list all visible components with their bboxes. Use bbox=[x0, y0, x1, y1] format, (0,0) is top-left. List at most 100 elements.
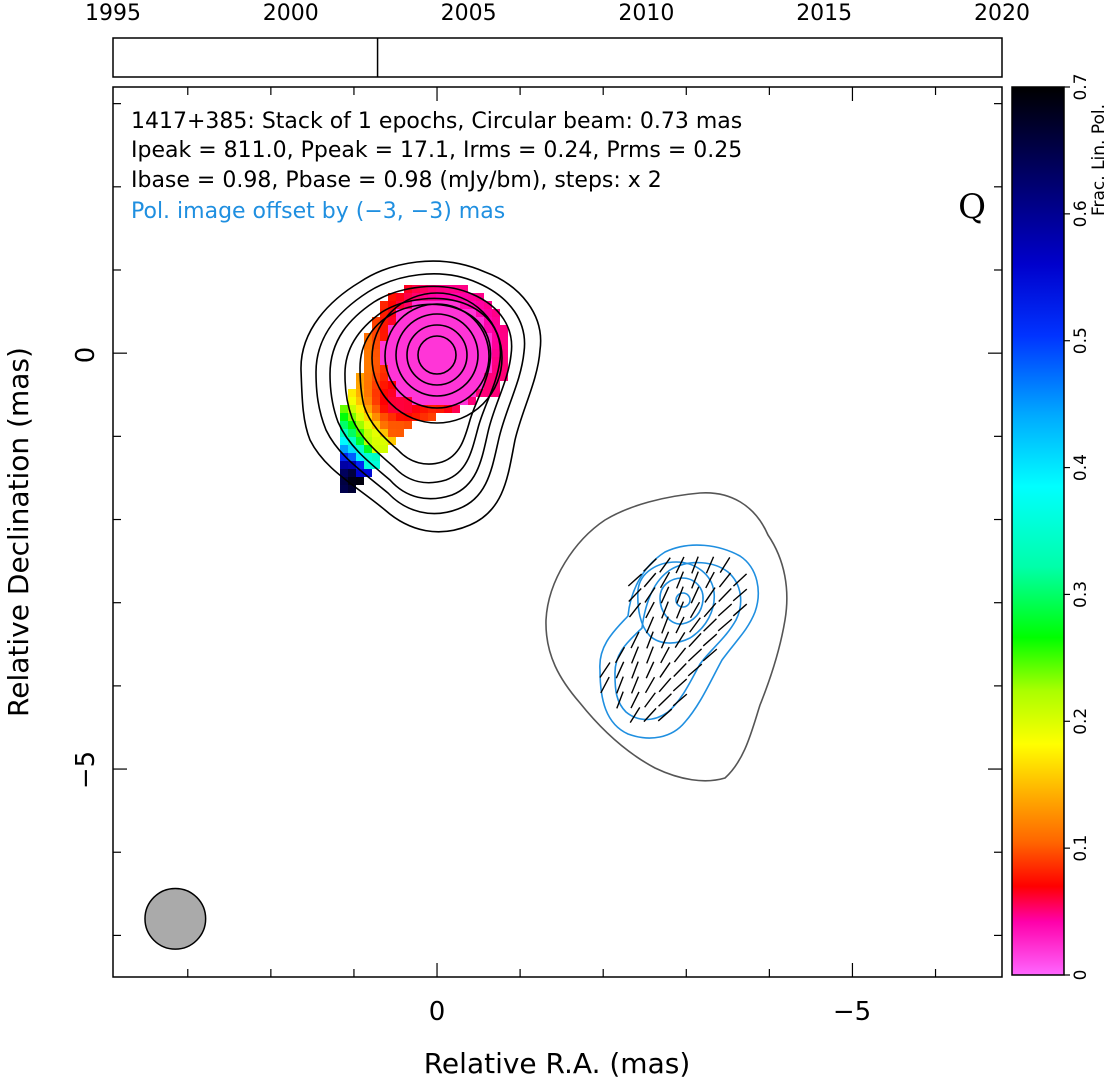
evpa-vectors bbox=[599, 556, 748, 723]
evpa-tick bbox=[719, 557, 731, 573]
fracpol-pixel bbox=[340, 485, 348, 493]
fracpol-pixel bbox=[356, 389, 364, 397]
colorbar-tick-label: 0.4 bbox=[1071, 454, 1091, 481]
fracpol-pixel bbox=[420, 381, 428, 389]
evpa-tick bbox=[702, 633, 718, 647]
fracpol-pixel bbox=[428, 325, 436, 333]
evpa-tick bbox=[675, 616, 685, 634]
fracpol-pixel bbox=[412, 405, 420, 413]
i-contour bbox=[359, 303, 492, 465]
fracpol-pixel bbox=[428, 389, 436, 397]
fracpol-pixel bbox=[444, 285, 452, 293]
fracpol-pixel bbox=[364, 453, 372, 461]
fracpol-pixel bbox=[364, 365, 372, 373]
fracpol-pixel bbox=[428, 357, 436, 365]
fracpol-pixel bbox=[340, 437, 348, 445]
fracpol-pixel bbox=[372, 453, 380, 461]
fracpol-pixel bbox=[428, 397, 436, 405]
fracpol-pixel bbox=[364, 421, 372, 429]
fracpol-pixel bbox=[484, 373, 492, 381]
fracpol-pixel bbox=[412, 349, 420, 357]
evpa-tick bbox=[644, 587, 656, 603]
evpa-tick bbox=[703, 618, 717, 632]
evpa-tick bbox=[674, 632, 686, 648]
fracpol-pixel bbox=[396, 349, 404, 357]
evpa-tick bbox=[628, 588, 642, 602]
fracpol-pixel bbox=[500, 357, 508, 365]
fracpol-pixel bbox=[372, 429, 380, 437]
evpa-tick bbox=[659, 557, 671, 573]
fracpol-pixel bbox=[420, 341, 428, 349]
fracpol-pixel bbox=[452, 397, 460, 405]
quality-label: Q bbox=[958, 187, 986, 227]
pol-contour bbox=[637, 561, 715, 644]
evpa-tick bbox=[659, 662, 671, 678]
fracpol-pixel bbox=[364, 445, 372, 453]
evpa-tick bbox=[705, 571, 715, 589]
fracpol-pixel bbox=[476, 325, 484, 333]
fracpol-pixel bbox=[460, 317, 468, 325]
fracpol-pixel bbox=[372, 365, 380, 373]
fracpol-pixel bbox=[372, 357, 380, 365]
fracpol-pixel bbox=[500, 341, 508, 349]
fracpol-pixel bbox=[388, 293, 396, 301]
evpa-tick bbox=[690, 586, 700, 604]
fracpol-pixel bbox=[380, 437, 388, 445]
y-tick-label-0: 0 bbox=[71, 347, 101, 364]
fracpol-pixel bbox=[380, 301, 388, 309]
fracpol-pixel bbox=[388, 381, 396, 389]
fracpol-pixel bbox=[380, 365, 388, 373]
fracpol-pixel bbox=[468, 333, 476, 341]
fracpol-pixel bbox=[404, 349, 412, 357]
fracpol-pixel bbox=[364, 429, 372, 437]
fracpol-pixel bbox=[436, 373, 444, 381]
evpa-tick bbox=[643, 572, 657, 588]
fracpol-pixel bbox=[444, 365, 452, 373]
colorbar-tick-label: 0.3 bbox=[1071, 581, 1091, 608]
fracpol-pixel bbox=[388, 341, 396, 349]
fracpol-pixel bbox=[412, 381, 420, 389]
fracpol-pixel bbox=[364, 373, 372, 381]
fracpol-pixel bbox=[476, 341, 484, 349]
fracpol-pixel bbox=[372, 461, 380, 469]
evpa-tick bbox=[645, 601, 655, 619]
fracpol-pixel bbox=[476, 357, 484, 365]
beam-ellipse bbox=[144, 887, 207, 950]
fracpol-pixel bbox=[340, 469, 348, 477]
evpa-tick bbox=[631, 661, 639, 679]
evpa-tick bbox=[645, 661, 655, 679]
fracpol-pixel bbox=[372, 381, 380, 389]
fracpol-pixel bbox=[372, 325, 380, 333]
evpa-tick bbox=[717, 603, 733, 617]
fracpol-pixel bbox=[380, 429, 388, 437]
fracpol-pixel bbox=[460, 341, 468, 349]
fracpol-pixel bbox=[436, 285, 444, 293]
fracpol-pixel bbox=[460, 301, 468, 309]
evpa-tick bbox=[644, 676, 656, 694]
evpa-tick bbox=[689, 617, 701, 633]
fracpol-pixel bbox=[396, 341, 404, 349]
fracpol-pixel bbox=[388, 421, 396, 429]
timeline-box bbox=[112, 37, 1003, 78]
fracpol-pixel bbox=[436, 405, 444, 413]
fracpol-pixel bbox=[340, 453, 348, 461]
evpa-tick bbox=[630, 631, 640, 649]
fracpol-pixel bbox=[428, 309, 436, 317]
fracpol-pixel bbox=[484, 309, 492, 317]
fracpol-pixel bbox=[484, 389, 492, 397]
fracpol-pixel bbox=[348, 405, 356, 413]
fracpol-pixel bbox=[348, 477, 356, 485]
annotation-line-2: Ipeak = 811.0, Ppeak = 17.1, Irms = 0.24… bbox=[131, 138, 742, 163]
fracpol-pixel bbox=[396, 373, 404, 381]
fracpol-pixel bbox=[372, 397, 380, 405]
fracpol-pixel bbox=[484, 325, 492, 333]
evpa-tick bbox=[659, 571, 671, 589]
fracpol-pixel bbox=[436, 389, 444, 397]
evpa-tick bbox=[672, 678, 688, 692]
fracpol-pixel bbox=[340, 445, 348, 453]
fracpol-pixel bbox=[420, 317, 428, 325]
fracpol-pixel bbox=[404, 293, 412, 301]
fracpol-pixel bbox=[452, 405, 460, 413]
fracpol-pixel bbox=[380, 397, 388, 405]
fracpol-pixel bbox=[476, 309, 484, 317]
